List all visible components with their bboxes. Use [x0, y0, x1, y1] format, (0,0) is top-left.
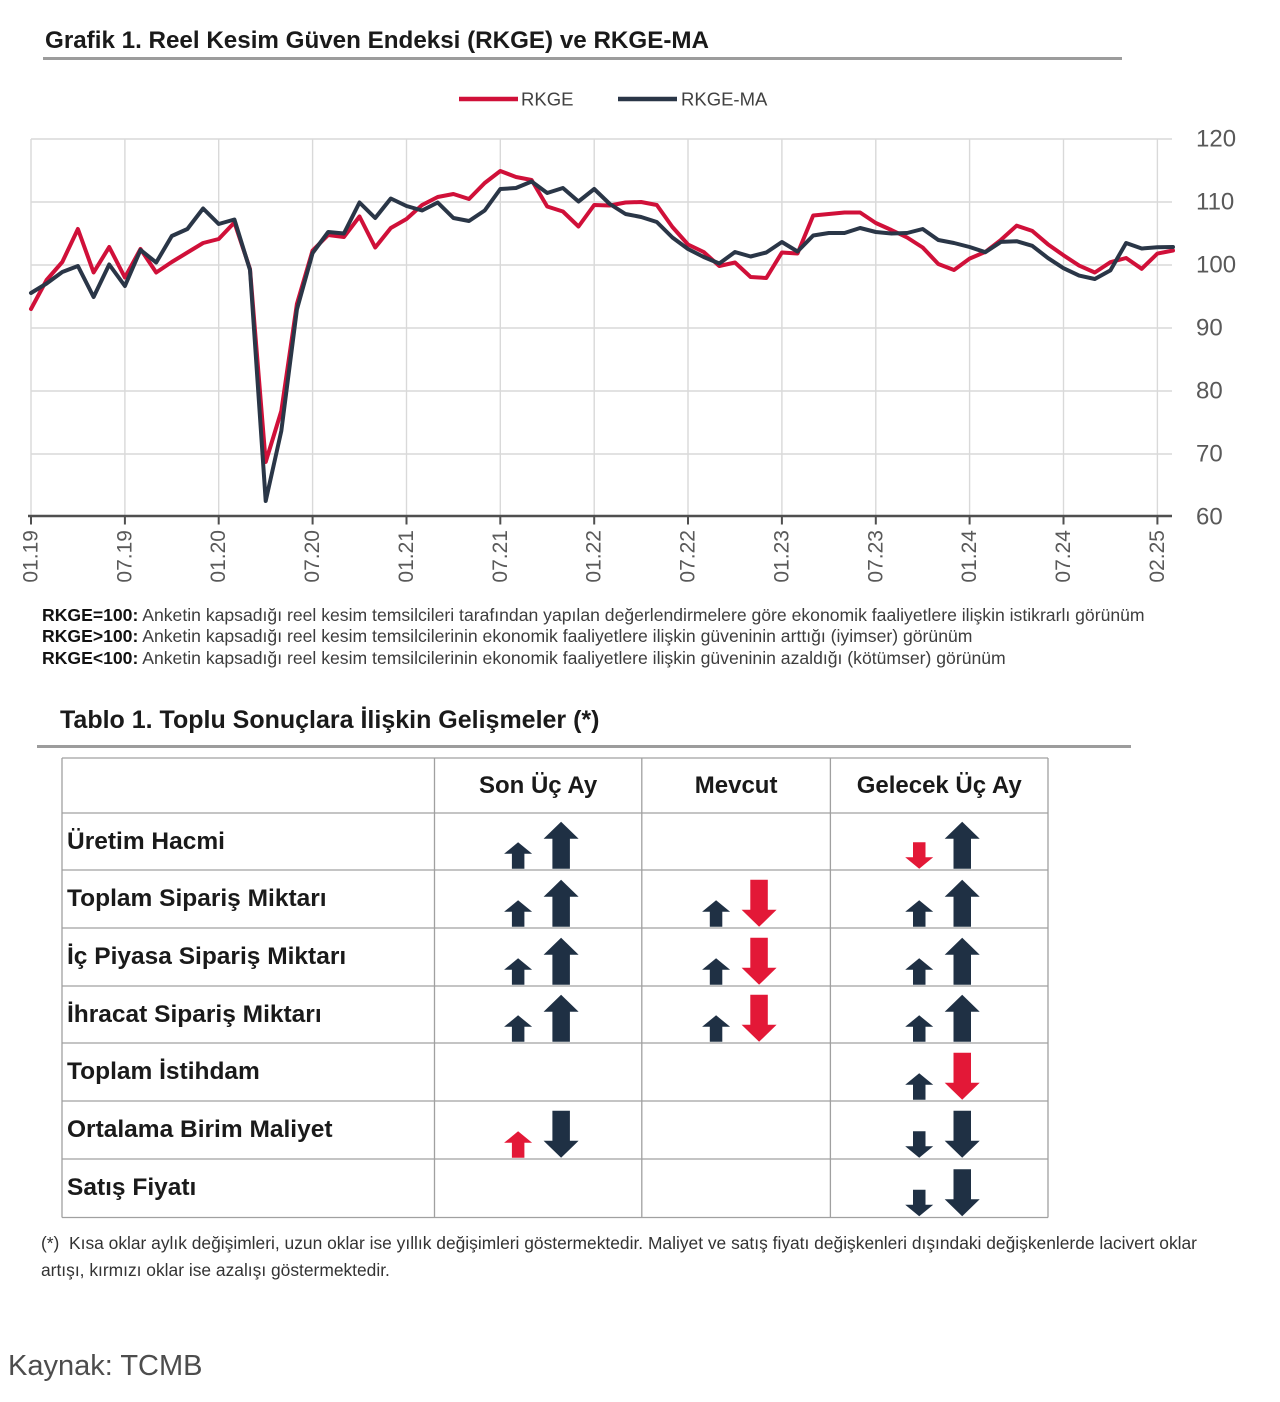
svg-text:01.19: 01.19 — [20, 530, 43, 583]
svg-text:RKGE: RKGE — [521, 89, 573, 110]
svg-text:110: 110 — [1196, 189, 1234, 216]
svg-text:100: 100 — [1196, 252, 1236, 279]
svg-text:07.22: 07.22 — [677, 530, 700, 583]
svg-text:01.22: 01.22 — [583, 530, 606, 583]
svg-text:80: 80 — [1196, 378, 1223, 405]
svg-text:70: 70 — [1196, 441, 1223, 468]
svg-text:01.23: 01.23 — [770, 530, 793, 583]
svg-text:01.20: 01.20 — [207, 530, 230, 583]
svg-text:60: 60 — [1196, 504, 1223, 531]
svg-text:02.25: 02.25 — [1146, 530, 1169, 583]
svg-text:01.24: 01.24 — [958, 530, 981, 583]
svg-text:07.24: 07.24 — [1052, 530, 1075, 583]
svg-text:RKGE-MA: RKGE-MA — [681, 89, 768, 110]
svg-text:120: 120 — [1196, 126, 1236, 153]
svg-text:01.21: 01.21 — [395, 530, 418, 583]
svg-text:07.21: 07.21 — [489, 530, 512, 583]
svg-text:90: 90 — [1196, 315, 1223, 342]
svg-text:07.20: 07.20 — [301, 530, 324, 583]
svg-text:07.19: 07.19 — [113, 530, 136, 583]
svg-text:07.23: 07.23 — [864, 530, 887, 583]
